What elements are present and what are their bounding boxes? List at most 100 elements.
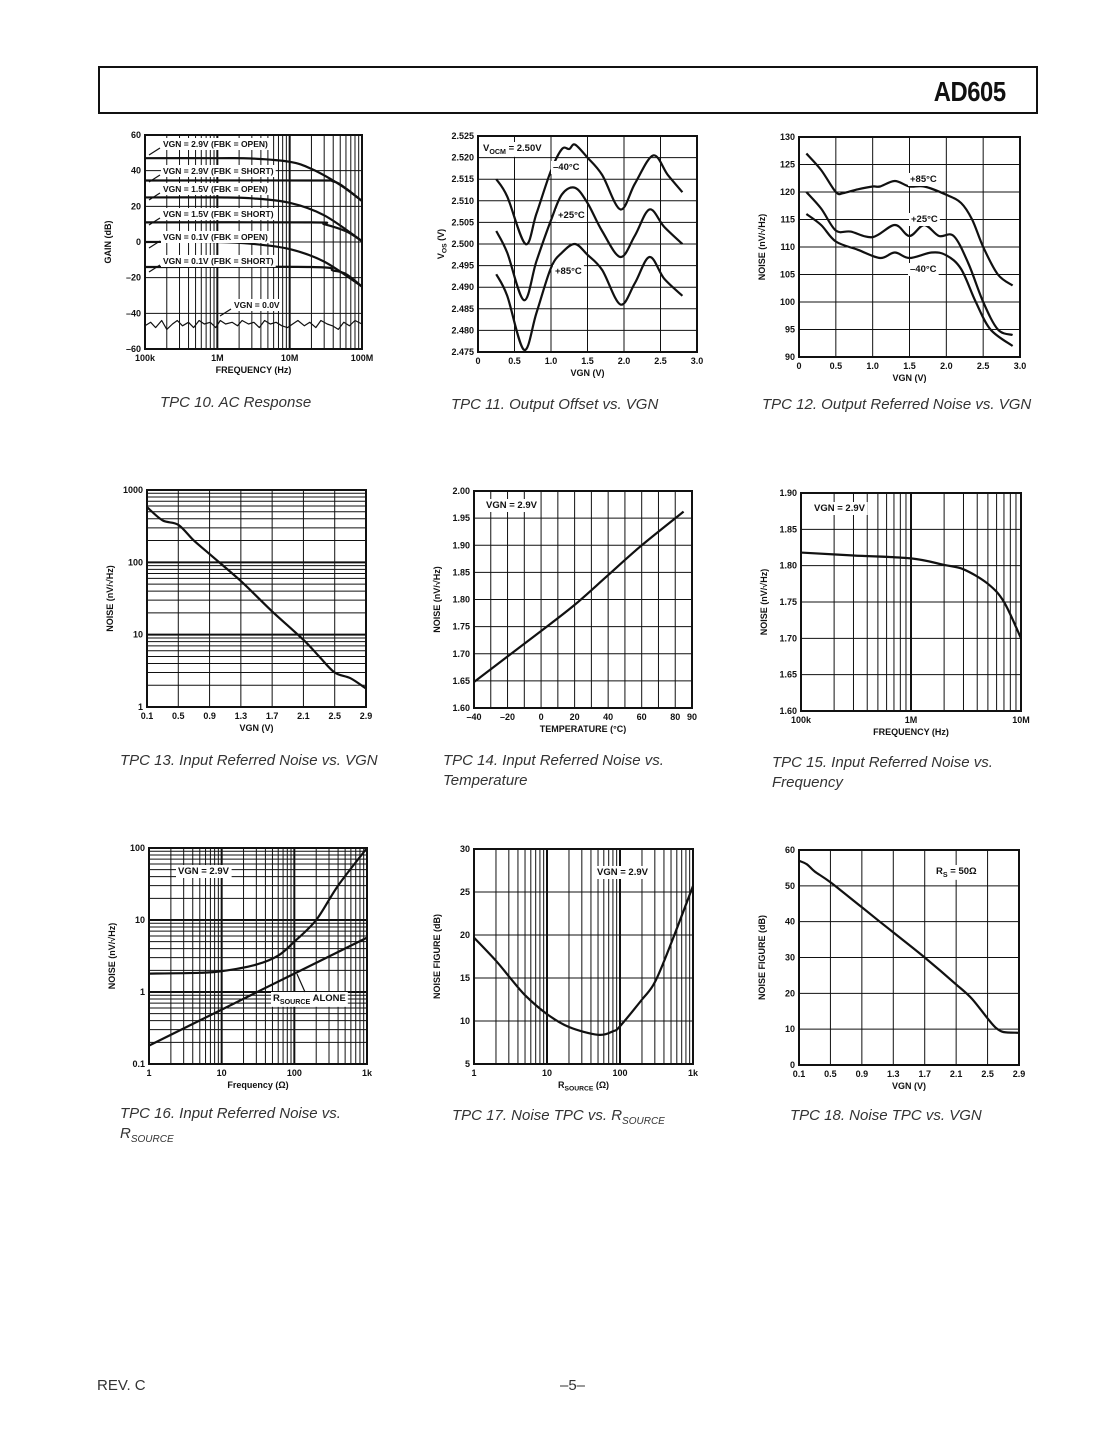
y-tick-label: 1.85 — [779, 524, 797, 534]
x-tick-label: 1.5 — [903, 361, 916, 371]
y-tick-label: 5 — [465, 1059, 470, 1069]
annotation-arrow — [148, 240, 161, 249]
annotation-background — [934, 865, 980, 880]
y-tick-label: 2.510 — [451, 196, 474, 206]
y-tick-label: 1.60 — [452, 703, 470, 713]
y-tick-label: –40 — [126, 308, 141, 318]
chart-tpc-17: 1 10 100 1k 30 25 20 15 10 5 RSOURCE (Ω) NOISE FIGU… — [432, 844, 699, 1093]
y-tick-label: 90 — [785, 352, 795, 362]
x-tick-label: –20 — [500, 712, 515, 722]
annotation-background — [176, 865, 232, 878]
annotation-label: VGN = 2.9V — [814, 503, 866, 514]
x-tick-label: 0 — [475, 356, 480, 366]
annotation-background — [161, 208, 276, 220]
page-header: AD605 — [98, 66, 1038, 114]
annotation-label: VGN = 1.5V (FBK = SHORT) — [163, 209, 274, 219]
x-tick-label: 100 — [287, 1068, 302, 1078]
figure-caption: TPC 16. Input Referred Noise vs. RSOURCE — [120, 1105, 341, 1145]
annotation-background — [161, 165, 276, 177]
figure-caption: TPC 11. Output Offset vs. VGN — [451, 396, 659, 413]
annotation-arrow — [219, 308, 232, 317]
y-tick-label: 60 — [131, 130, 141, 140]
y-axis-label: NOISE (nV/√Hz) — [107, 923, 117, 989]
x-tick-label: 0.9 — [856, 1069, 869, 1079]
y-tick-label: 100 — [130, 843, 145, 853]
y-tick-label: 0 — [790, 1060, 795, 1070]
series-line — [495, 143, 684, 246]
annotation-background — [161, 183, 271, 195]
figure-caption: TPC 15. Input Referred Noise vs. Frequen… — [772, 754, 993, 791]
annotation-label: RSOURCE ALONE — [273, 993, 346, 1006]
y-tick-label: 120 — [780, 187, 795, 197]
x-tick-label: 1.0 — [866, 361, 879, 371]
revision-label: REV. C — [97, 1377, 146, 1394]
plot-frame — [798, 136, 1021, 358]
y-tick-label: 2.520 — [451, 153, 474, 163]
series-line — [148, 936, 368, 1047]
chart-tpc-18: 0.1 0.5 0.9 1.3 1.7 2.1 2.5 2.9 60 50 40 30 20 10 0 VGN… — [757, 845, 1025, 1091]
series-line — [148, 847, 368, 975]
y-tick-label: 1.75 — [779, 597, 797, 607]
gridlines — [473, 490, 693, 709]
x-tick-label: 10 — [542, 1068, 552, 1078]
annotation-background — [595, 866, 651, 879]
x-tick-label: 2.9 — [360, 711, 373, 721]
y-tick-label: 1.70 — [452, 649, 470, 659]
annotation-label: +25°C — [558, 210, 585, 221]
annotation-label: VGN = 1.5V (FBK = OPEN) — [163, 184, 268, 194]
annotation-label: VGN = 0.0V — [234, 300, 280, 310]
figure-caption: TPC 13. Input Referred Noise vs. VGN — [120, 752, 378, 769]
y-tick-label: 100 — [128, 557, 143, 567]
annotation-background — [909, 213, 940, 226]
plot-frame — [146, 489, 367, 708]
y-tick-label: 0 — [136, 237, 141, 247]
x-tick-label: 1k — [688, 1068, 699, 1078]
chart-tpc-14: –40 –20 0 20 40 60 80 90 2.00 1.95 1.90 1.85 1.80 1.7… — [432, 486, 697, 734]
y-tick-label: 1.70 — [779, 633, 797, 643]
y-tick-label: 115 — [780, 215, 795, 225]
annotation-label: +85°C — [555, 266, 582, 277]
annotation-label: +25°C — [911, 214, 938, 225]
figure-caption: TPC 10. AC Response — [160, 394, 312, 411]
series-line — [144, 221, 363, 243]
x-tick-label: 1M — [905, 715, 918, 725]
x-axis-label: TEMPERATURE (°C) — [540, 724, 626, 734]
x-tick-label: 60 — [637, 712, 647, 722]
plot-frame — [477, 135, 698, 353]
y-tick-label: 50 — [785, 881, 795, 891]
x-tick-label: 100k — [135, 353, 156, 363]
annotation-label: VGN = 2.9V (FBK = OPEN) — [163, 139, 268, 149]
x-tick-label: –40 — [466, 712, 481, 722]
y-tick-label: 1.85 — [452, 567, 470, 577]
gridlines — [148, 848, 367, 1065]
figure-caption: TPC 18. Noise TPC vs. VGN — [790, 1107, 982, 1124]
gridlines — [800, 492, 1021, 712]
annotation-label: –40°C — [553, 162, 580, 173]
series-line — [473, 510, 685, 683]
annotation-label: VGN = 2.9V (FBK = SHORT) — [163, 166, 274, 176]
annotation-label: +85°C — [910, 174, 937, 185]
x-tick-label: 1.7 — [266, 711, 279, 721]
annotation-label: VGN = 2.9V — [597, 867, 649, 878]
series-line — [495, 186, 684, 302]
y-tick-label: 2.480 — [451, 325, 474, 335]
y-tick-label: 2.475 — [451, 347, 474, 357]
y-tick-label: 1.65 — [452, 676, 470, 686]
x-tick-label: 1k — [362, 1068, 373, 1078]
x-tick-label: 10M — [281, 353, 299, 363]
chart-tpc-12: 0 0.5 1.0 1.5 2.0 2.5 3.0 130 125 120 115 110 105 100… — [757, 132, 1026, 383]
y-axis-label: NOISE FIGURE (dB) — [757, 915, 767, 1000]
y-tick-label: 130 — [780, 132, 795, 142]
chart-tpc-11: 0 0.5 1.0 1.5 2.0 2.5 3.0 2.525 2.520 2.515 2.510 2… — [436, 131, 703, 378]
series-line — [473, 885, 695, 1037]
y-tick-label: 1.75 — [452, 622, 470, 632]
x-tick-label: 3.0 — [691, 356, 704, 366]
series-line — [805, 152, 1014, 287]
chart-tpc-10: 100k 1M 10M 100M 60 40 20 0 –20 –40 –60 FREQUENCY (… — [103, 130, 373, 375]
annotation-label: VGN = 0.1V (FBK = OPEN) — [163, 232, 268, 242]
figure-caption: TPC 14. Input Referred Noise vs. Tempera… — [443, 752, 664, 789]
y-axis-label: NOISE (nV/√Hz) — [432, 566, 442, 632]
y-tick-label: 1.90 — [452, 540, 470, 550]
figure-caption: TPC 12. Output Referred Noise vs. VGN — [762, 396, 1032, 413]
series-line — [146, 506, 367, 690]
